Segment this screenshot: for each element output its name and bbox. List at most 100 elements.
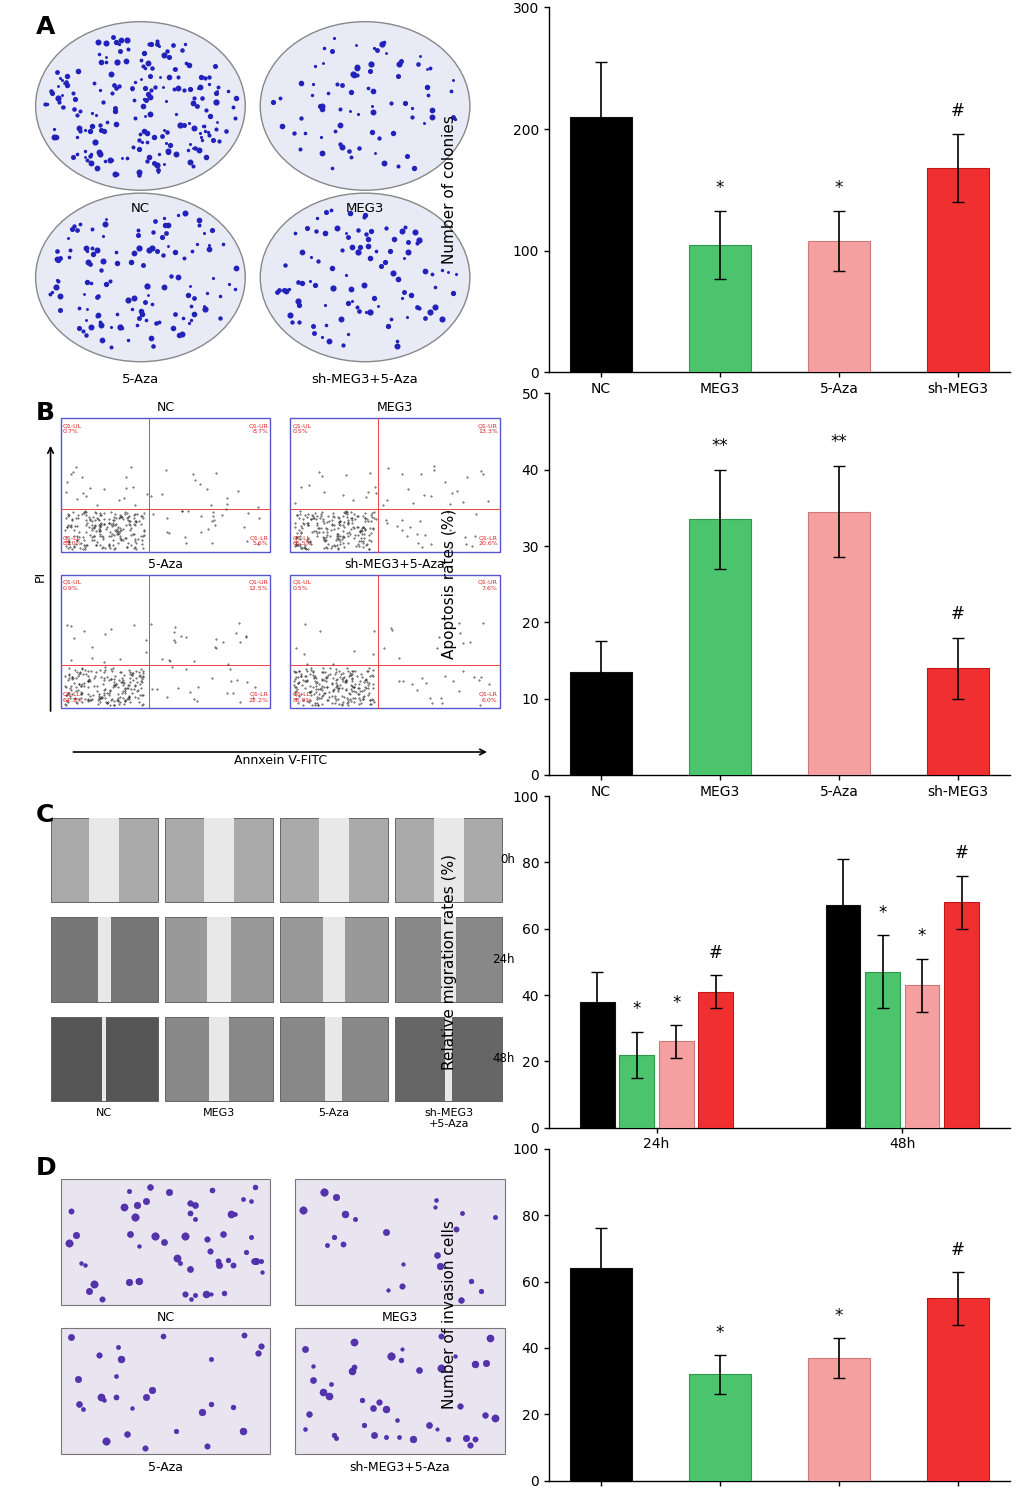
Bar <box>864 972 899 1128</box>
Text: 24h: 24h <box>492 952 515 966</box>
FancyBboxPatch shape <box>289 418 499 552</box>
Text: 5-Aza: 5-Aza <box>318 1109 350 1117</box>
Bar <box>698 991 733 1128</box>
Bar <box>658 1042 693 1128</box>
Text: MEG3: MEG3 <box>381 1311 418 1324</box>
Bar <box>204 817 233 902</box>
Bar <box>944 902 978 1128</box>
FancyBboxPatch shape <box>60 418 270 552</box>
Bar <box>570 1268 631 1481</box>
Text: 5-Aza: 5-Aza <box>148 558 182 571</box>
Bar <box>807 512 869 775</box>
Bar <box>570 118 631 372</box>
Text: *: * <box>834 179 843 196</box>
Bar <box>688 244 750 372</box>
Text: *: * <box>877 905 886 923</box>
Text: C: C <box>36 802 54 827</box>
Bar <box>319 817 348 902</box>
Bar <box>824 906 860 1128</box>
Bar <box>926 668 987 775</box>
Text: Q1-LR
20.6%: Q1-LR 20.6% <box>478 536 497 546</box>
Text: Q1-UR
13.3%: Q1-UR 13.3% <box>478 424 497 434</box>
Y-axis label: Number of colonies: Number of colonies <box>441 116 457 265</box>
Text: #: # <box>950 1241 964 1259</box>
Ellipse shape <box>36 193 245 362</box>
Text: Q1-LL
65.5%: Q1-LL 65.5% <box>292 536 312 546</box>
Text: *: * <box>834 1308 843 1326</box>
Bar <box>280 917 387 1001</box>
Text: Q1-UR
8.7%: Q1-UR 8.7% <box>248 424 268 434</box>
Text: MEG3: MEG3 <box>377 402 413 415</box>
Bar <box>294 1327 504 1454</box>
Bar <box>394 917 501 1001</box>
Text: NC: NC <box>156 402 174 415</box>
Text: NC: NC <box>130 201 150 214</box>
Text: Q1-LL
64.3%: Q1-LL 64.3% <box>62 692 83 702</box>
Y-axis label: Relative migration rates (%): Relative migration rates (%) <box>441 854 457 1070</box>
Bar <box>807 1359 869 1481</box>
Text: Q1-LR
6.0%: Q1-LR 6.0% <box>478 692 497 702</box>
Bar <box>441 917 455 1001</box>
Text: **: ** <box>829 433 847 451</box>
Bar <box>60 1327 270 1454</box>
Text: MEG3: MEG3 <box>203 1109 235 1117</box>
Text: *: * <box>917 927 925 945</box>
Text: 5-Aza: 5-Aza <box>148 1461 182 1473</box>
Text: Q1-UL
0.9%: Q1-UL 0.9% <box>62 580 82 591</box>
Bar <box>51 817 158 902</box>
Y-axis label: Apoptosis rates (%): Apoptosis rates (%) <box>441 509 457 659</box>
Bar <box>445 1016 451 1101</box>
Text: **: ** <box>711 437 728 455</box>
Text: MEG3: MEG3 <box>345 201 384 214</box>
Bar <box>926 168 987 372</box>
Bar <box>433 817 464 902</box>
Text: NC: NC <box>96 1109 112 1117</box>
Text: sh-MEG3+5-Aza: sh-MEG3+5-Aza <box>350 1461 450 1473</box>
Text: Q1-LL
85.9%: Q1-LL 85.9% <box>292 692 312 702</box>
Bar <box>165 917 272 1001</box>
Text: #: # <box>954 844 967 863</box>
Bar <box>207 917 230 1001</box>
Text: Annxein V-FITC: Annxein V-FITC <box>233 754 326 768</box>
Text: 0h: 0h <box>499 854 515 866</box>
FancyBboxPatch shape <box>289 574 499 708</box>
Text: Q1-LL
85.0%: Q1-LL 85.0% <box>62 536 83 546</box>
Bar <box>570 673 631 775</box>
Text: #: # <box>950 606 964 623</box>
Bar <box>60 1178 270 1305</box>
Bar <box>807 241 869 372</box>
Text: *: * <box>715 1324 723 1342</box>
Text: D: D <box>36 1156 56 1180</box>
Bar <box>102 1016 106 1101</box>
Bar <box>394 1016 501 1101</box>
Bar <box>280 817 387 902</box>
Bar <box>904 985 938 1128</box>
Text: sh-MEG3
+5-Aza: sh-MEG3 +5-Aza <box>424 1109 473 1129</box>
Text: #: # <box>950 103 964 121</box>
Text: B: B <box>36 402 55 426</box>
Text: Q1-UR
7.6%: Q1-UR 7.6% <box>478 580 497 591</box>
Text: Q1-UL
0.5%: Q1-UL 0.5% <box>292 580 311 591</box>
Text: Q1-UL
0.5%: Q1-UL 0.5% <box>292 424 311 434</box>
Bar <box>294 1178 504 1305</box>
Text: Q1-LR
22.2%: Q1-LR 22.2% <box>248 692 268 702</box>
Text: Q1-UL
0.7%: Q1-UL 0.7% <box>62 424 82 434</box>
Text: sh-MEG3+5-Aza: sh-MEG3+5-Aza <box>312 373 418 385</box>
Bar <box>165 817 272 902</box>
Ellipse shape <box>36 22 245 190</box>
Text: A: A <box>36 15 55 39</box>
Bar <box>688 519 750 775</box>
Ellipse shape <box>260 193 470 362</box>
Text: *: * <box>715 179 723 196</box>
Bar <box>51 917 158 1001</box>
Bar <box>688 1375 750 1481</box>
Text: *: * <box>632 1000 640 1018</box>
Bar <box>89 817 119 902</box>
Text: Q1-LR
5.6%: Q1-LR 5.6% <box>249 536 268 546</box>
Bar <box>165 1016 272 1101</box>
Bar <box>209 1016 228 1101</box>
Text: PI: PI <box>34 571 47 582</box>
FancyBboxPatch shape <box>60 574 270 708</box>
Bar <box>926 1298 987 1481</box>
Text: Q1-UR
12.5%: Q1-UR 12.5% <box>248 580 268 591</box>
